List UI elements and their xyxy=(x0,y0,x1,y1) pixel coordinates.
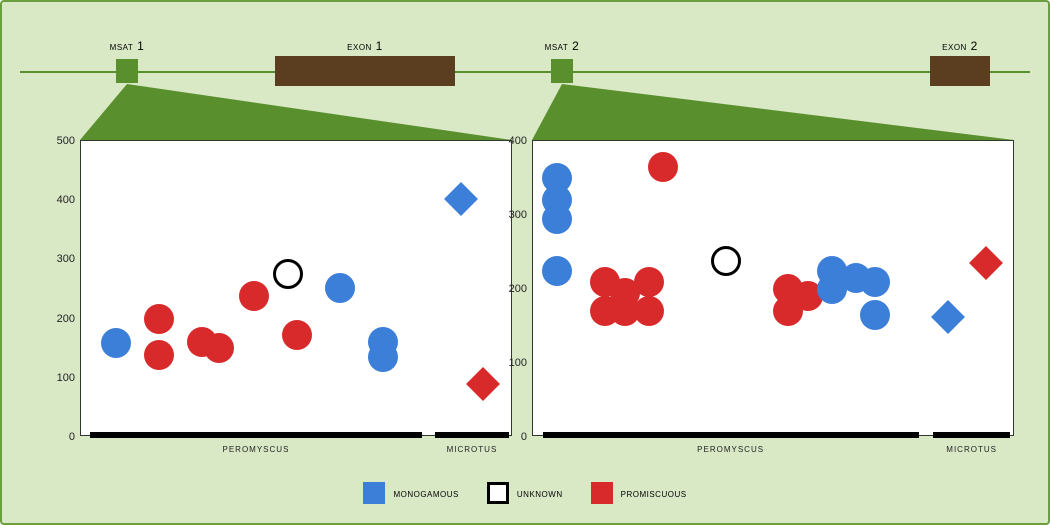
ytick: 400 xyxy=(57,194,79,206)
data-point xyxy=(860,300,890,330)
ytick: 0 xyxy=(521,431,531,443)
legend-label: unknown xyxy=(517,486,563,500)
projection-triangle xyxy=(532,84,1014,140)
ytick: 200 xyxy=(509,283,531,295)
legend-swatch xyxy=(363,482,385,504)
data-point xyxy=(711,246,741,276)
legend-label: monogamous xyxy=(393,486,458,500)
legend-swatch xyxy=(487,482,509,504)
ytick: 0 xyxy=(69,431,79,443)
gene-axis-line xyxy=(20,71,1030,73)
gene-track: msat 1exon 1msat 2exon 2 xyxy=(2,57,1048,87)
ytick: 300 xyxy=(57,253,79,265)
data-point xyxy=(144,304,174,334)
gene-block-msat1 xyxy=(116,59,138,83)
gene-block-exon1 xyxy=(275,56,455,86)
data-point xyxy=(542,256,572,286)
data-point xyxy=(931,300,965,334)
data-point xyxy=(634,296,664,326)
legend-label: promiscuous xyxy=(621,486,687,500)
data-point xyxy=(542,204,572,234)
legend-swatch xyxy=(591,482,613,504)
data-point xyxy=(444,182,478,216)
data-point xyxy=(239,281,269,311)
xaxis-segment xyxy=(90,432,423,438)
xaxis-label: microtus xyxy=(946,443,997,455)
gene-label-msat2: msat 2 xyxy=(545,39,580,53)
ytick: 100 xyxy=(57,372,79,384)
data-point xyxy=(282,320,312,350)
gene-block-msat2 xyxy=(551,59,573,83)
gene-block-exon2 xyxy=(930,56,990,86)
legend-item-unknown: unknown xyxy=(487,482,563,504)
data-point xyxy=(466,367,500,401)
data-point xyxy=(860,267,890,297)
scatter-panel-right: 0100200300400peromyscusmicrotus xyxy=(532,140,1014,436)
gene-label-msat1: msat 1 xyxy=(110,39,145,53)
legend-item-monogamous: monogamous xyxy=(363,482,458,504)
data-point xyxy=(101,328,131,358)
figure-container: msat 1exon 1msat 2exon 2 monogamousunkno… xyxy=(0,0,1050,525)
data-point xyxy=(648,152,678,182)
data-point xyxy=(144,340,174,370)
xaxis-segment xyxy=(543,432,919,438)
xaxis-label: peromyscus xyxy=(697,443,764,455)
data-point xyxy=(634,267,664,297)
data-point xyxy=(325,273,355,303)
data-point xyxy=(204,333,234,363)
scatter-panel-left: 0100200300400500peromyscusmicrotus xyxy=(80,140,512,436)
gene-label-exon1: exon 1 xyxy=(347,39,383,53)
ytick: 400 xyxy=(509,135,531,147)
xaxis-label: microtus xyxy=(447,443,498,455)
data-point xyxy=(273,259,303,289)
ytick: 500 xyxy=(57,135,79,147)
ytick: 200 xyxy=(57,313,79,325)
xaxis-label: peromyscus xyxy=(223,443,290,455)
xaxis-segment xyxy=(933,432,1010,438)
xaxis-segment xyxy=(435,432,508,438)
data-point xyxy=(969,246,1003,280)
gene-label-exon2: exon 2 xyxy=(942,39,978,53)
legend: monogamous unknown promiscuous xyxy=(2,482,1048,504)
legend-item-promiscuous: promiscuous xyxy=(591,482,687,504)
ytick: 100 xyxy=(509,357,531,369)
data-point xyxy=(368,342,398,372)
projection-triangle xyxy=(80,84,512,140)
ytick: 300 xyxy=(509,209,531,221)
